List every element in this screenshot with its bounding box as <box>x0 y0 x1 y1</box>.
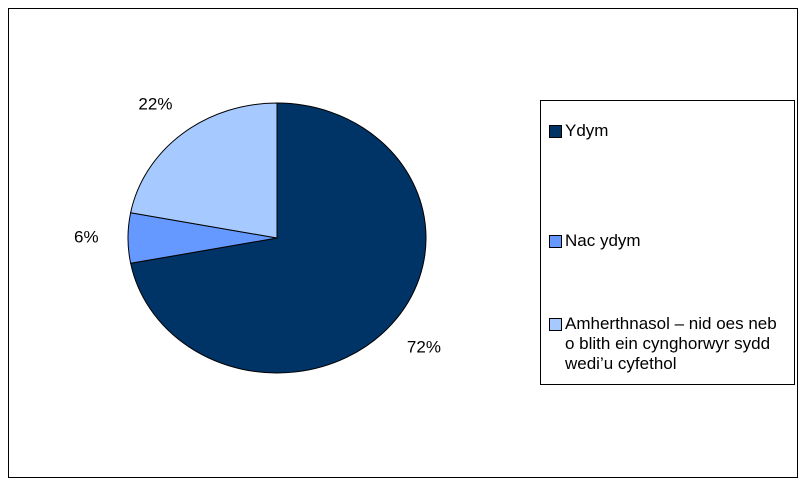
legend-item: Ydym <box>549 121 790 141</box>
legend-swatch <box>549 318 562 331</box>
legend-swatch <box>549 125 562 138</box>
legend-label: Nac ydym <box>565 231 641 250</box>
pie-slice <box>130 102 427 374</box>
data-label: 72% <box>407 338 441 357</box>
legend-label: Amherthnasol – nid oes neb o blith ein c… <box>565 314 777 373</box>
legend-item: Nac ydym <box>549 231 790 251</box>
pie-slice <box>130 102 278 239</box>
data-label: 6% <box>74 227 99 246</box>
legend: Ydym Nac ydym Amherthnasol – nid oes neb o… <box>540 100 795 385</box>
legend-item: Amherthnasol – nid oes neb o blith ein c… <box>549 314 790 374</box>
legend-swatch <box>549 235 562 248</box>
legend-label: Ydym <box>565 121 609 140</box>
data-label: 22% <box>138 94 172 113</box>
